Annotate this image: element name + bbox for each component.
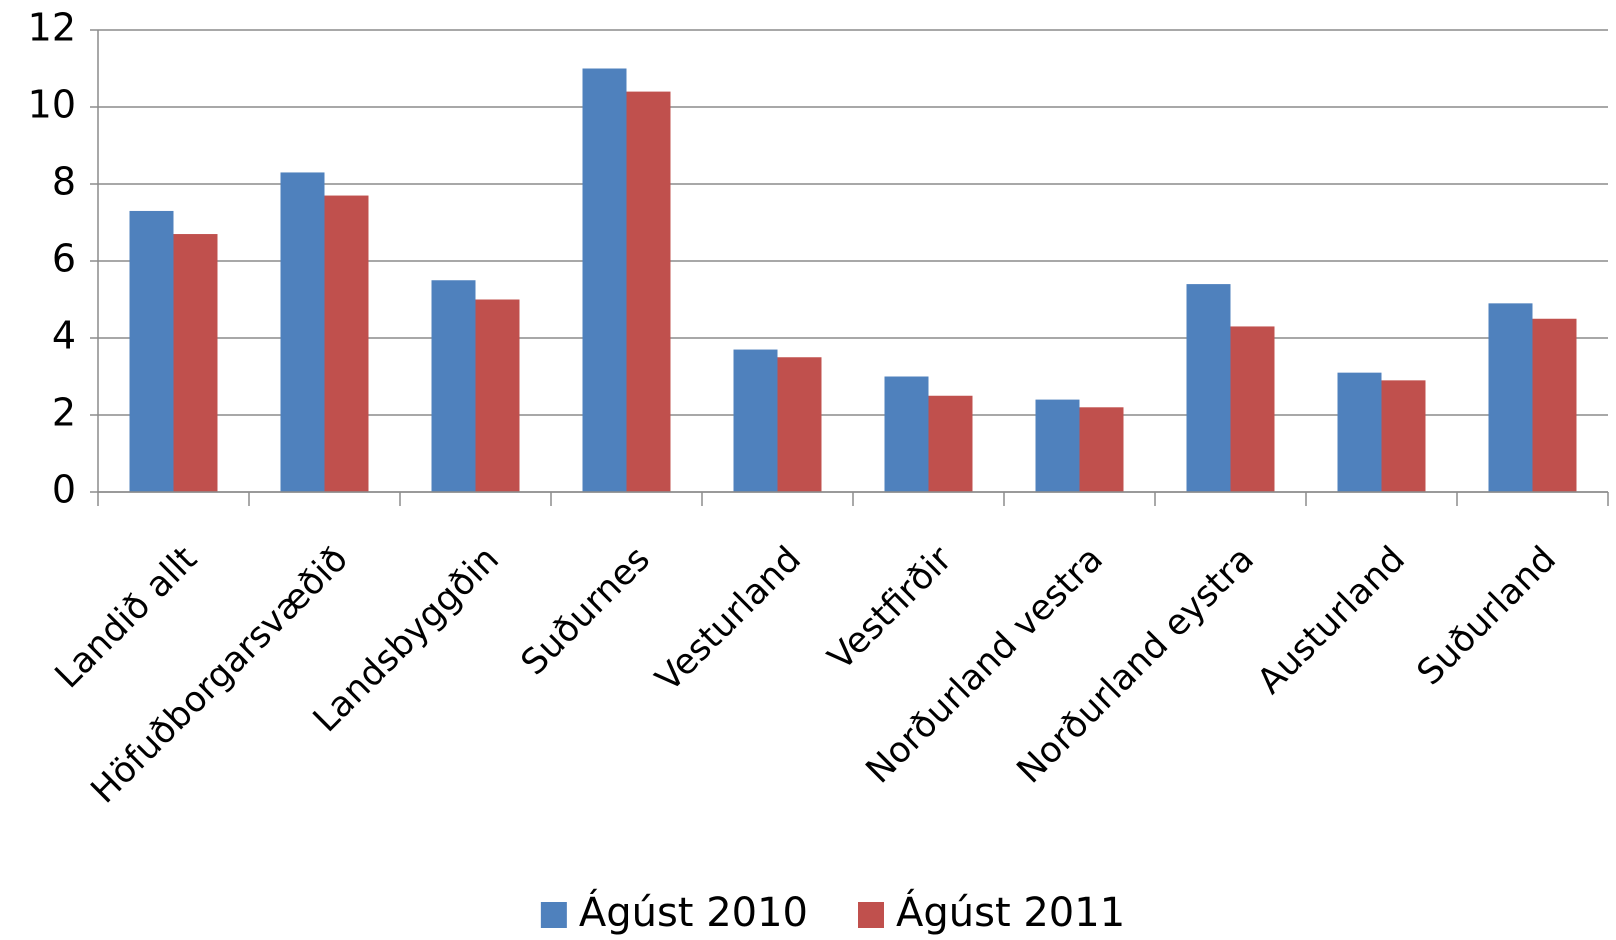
y-tick-label: 4 bbox=[52, 314, 76, 358]
legend-swatch bbox=[858, 902, 884, 928]
y-tick-label: 0 bbox=[52, 468, 76, 512]
bar bbox=[173, 234, 218, 493]
x-tick-label: Landið allt bbox=[48, 539, 205, 696]
bar bbox=[1488, 303, 1533, 492]
y-tick-label: 12 bbox=[28, 6, 76, 50]
bar bbox=[1079, 407, 1124, 492]
bar bbox=[1230, 326, 1275, 492]
bar bbox=[733, 349, 778, 492]
x-tick-label: Vestfirðir bbox=[821, 539, 961, 679]
bar bbox=[475, 299, 520, 492]
bar bbox=[1337, 372, 1382, 492]
bar bbox=[626, 91, 671, 492]
y-tick-label: 10 bbox=[28, 83, 76, 127]
x-tick-label: Höfuðborgarsvæðið bbox=[84, 539, 356, 811]
bar bbox=[129, 210, 174, 492]
bar bbox=[280, 172, 325, 492]
bar bbox=[928, 395, 973, 492]
x-tick-label: Suðurnes bbox=[514, 539, 658, 683]
bar bbox=[324, 195, 369, 493]
legend-label: Ágúst 2010 bbox=[579, 888, 808, 936]
y-tick-label: 2 bbox=[52, 391, 76, 435]
y-tick-label: 8 bbox=[52, 160, 76, 204]
legend-swatch bbox=[540, 902, 567, 928]
bar bbox=[1035, 399, 1080, 492]
bar bbox=[1381, 380, 1426, 492]
legend-label: Ágúst 2011 bbox=[896, 888, 1125, 936]
bar bbox=[777, 357, 822, 492]
bar bbox=[1532, 318, 1577, 492]
x-tick-label: Suðurland bbox=[1410, 539, 1564, 693]
x-tick-label: Austurland bbox=[1250, 539, 1413, 702]
bar bbox=[884, 376, 929, 492]
y-tick-label: 6 bbox=[52, 237, 76, 281]
bar bbox=[1186, 284, 1231, 492]
bar bbox=[582, 68, 627, 492]
x-tick-label: Vesturland bbox=[649, 539, 809, 699]
bar bbox=[431, 280, 476, 492]
